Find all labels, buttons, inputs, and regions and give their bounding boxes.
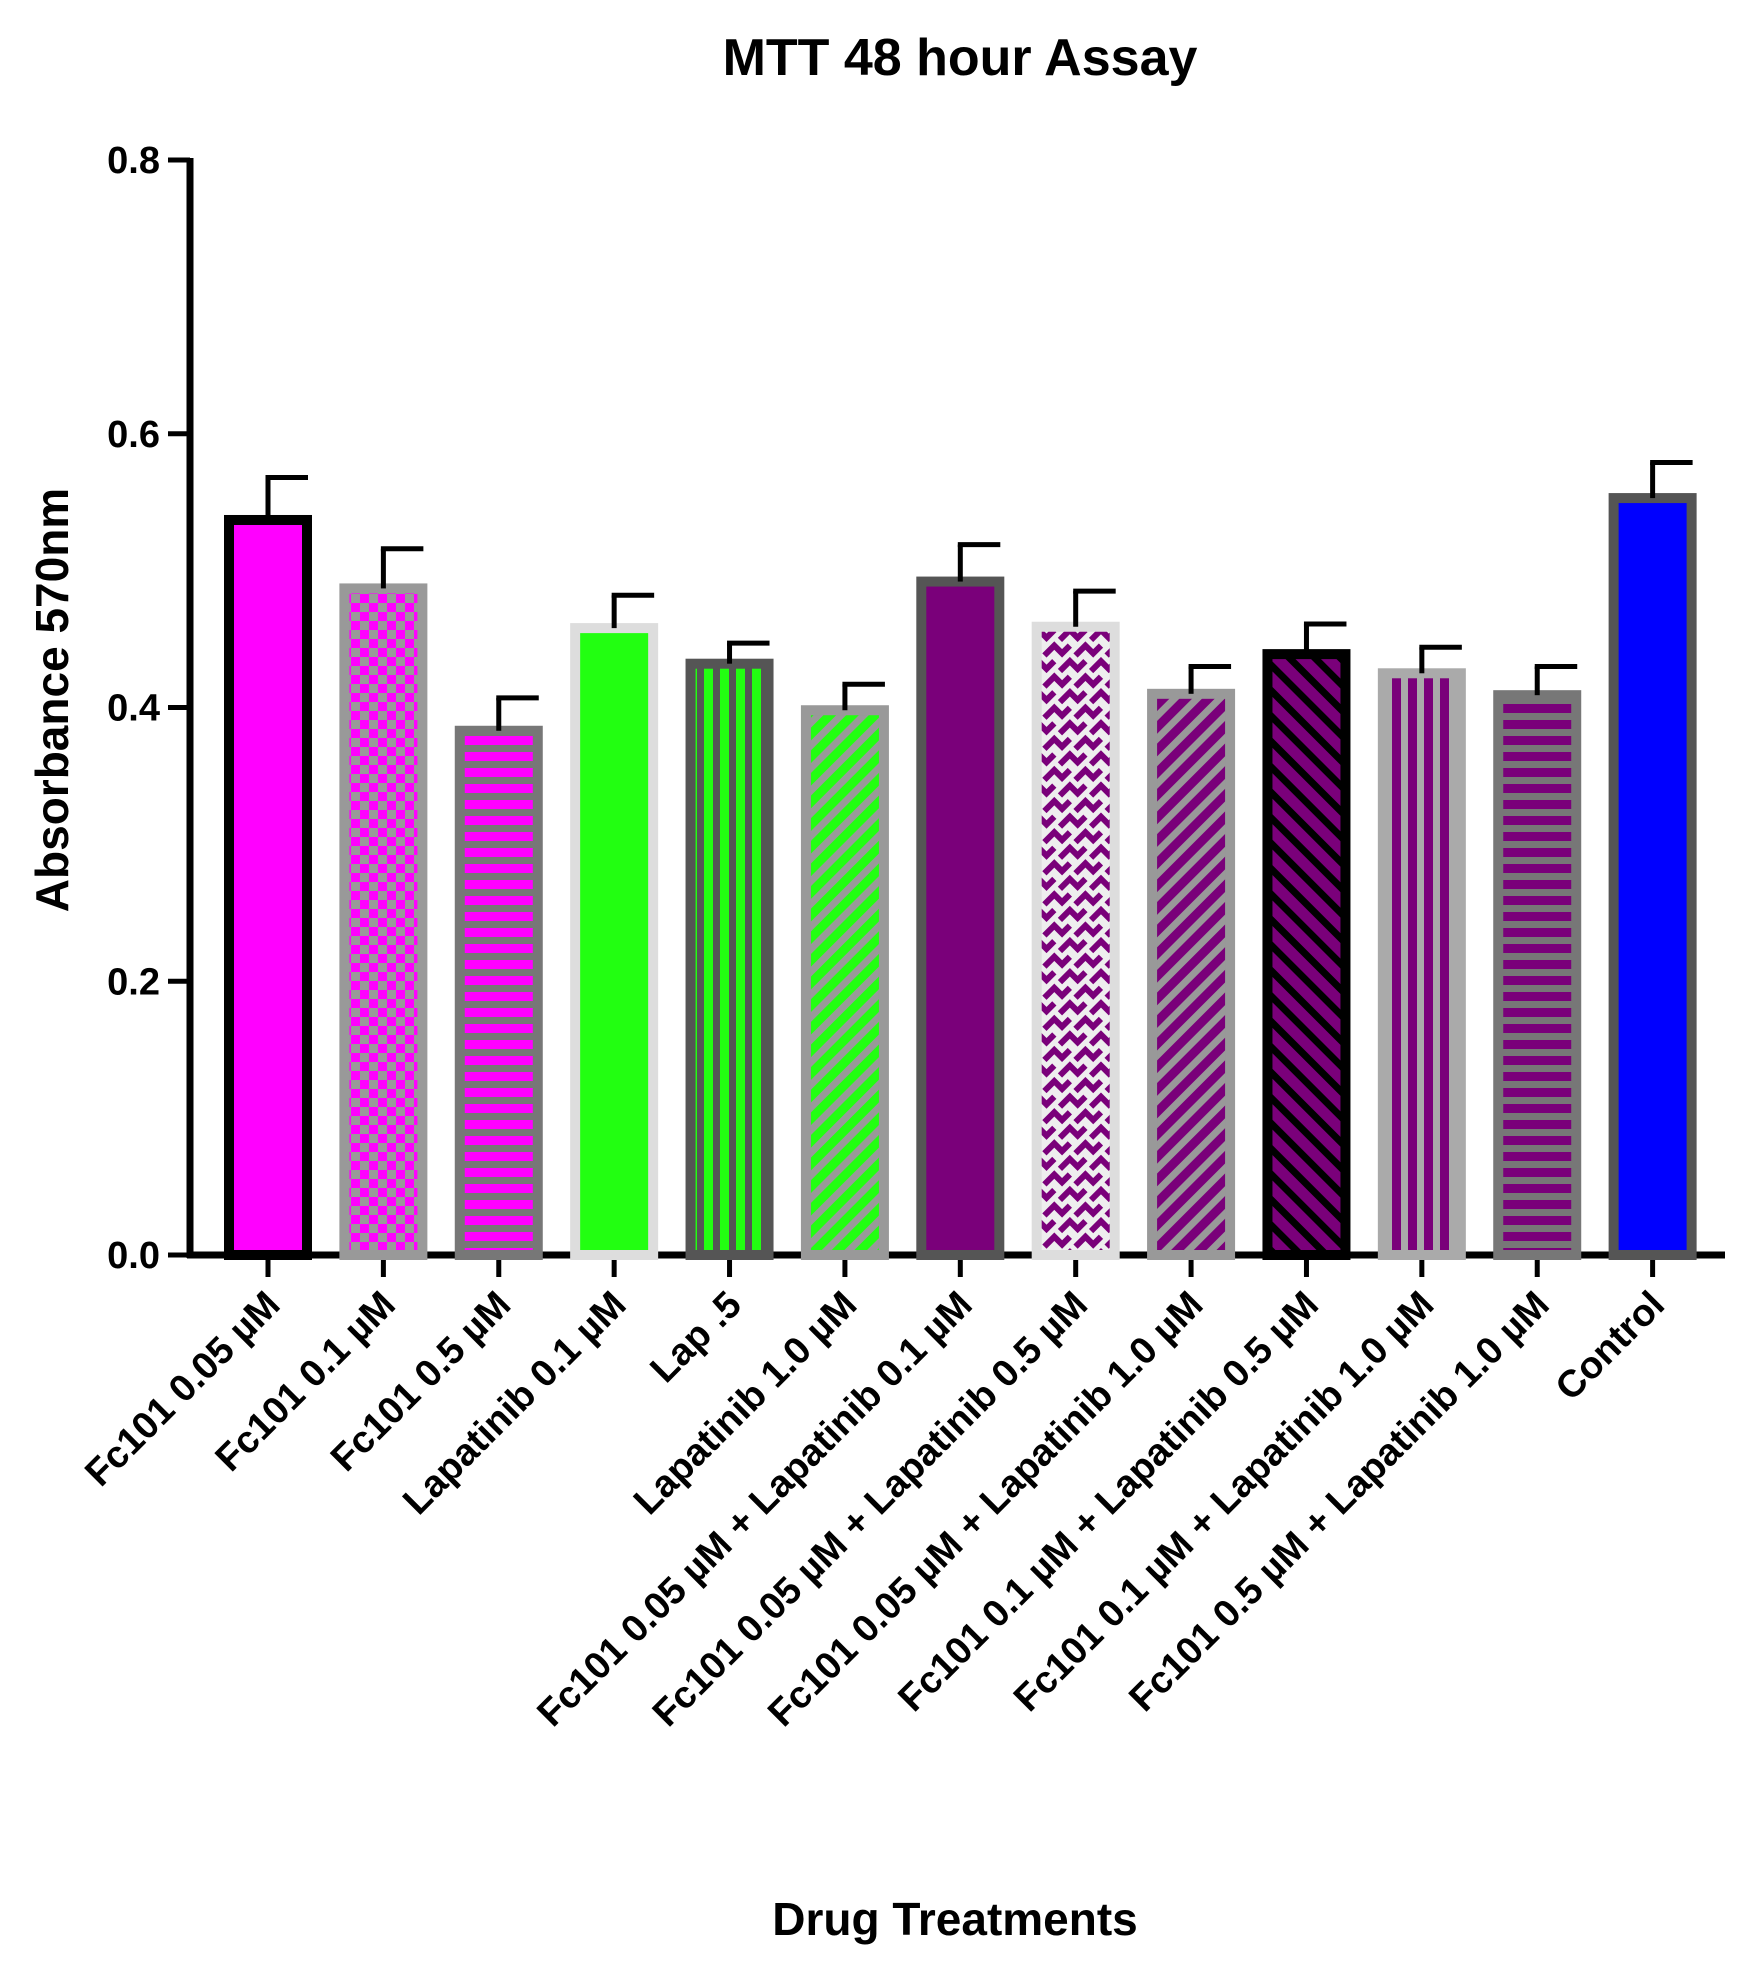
category-label: Fc101 0.1 µM + Lapatinib 0.5 µM [891,1284,1327,1720]
bar [570,623,659,1260]
y-tick-label: 0.4 [107,688,160,730]
bar [1147,688,1236,1260]
bar [1262,649,1351,1260]
category-label: Control [1548,1284,1673,1409]
bar [800,705,889,1260]
bar [224,514,312,1260]
y-axis-title: Absorbance 570nm [26,488,78,912]
y-tick-label: 0.6 [107,414,160,456]
bar [1608,493,1697,1260]
y-tick-label: 0.0 [107,1235,160,1277]
error-bars [265,459,1693,731]
category-label: Fc101 0.1 µM + Lapatinib 1.0 µM [1006,1284,1442,1720]
chart-title: MTT 48 hour Assay [723,29,1198,87]
bar [685,658,774,1260]
category-label: Lapatinib 0.1 µM [395,1284,634,1523]
category-label: Lap .5 [643,1284,750,1391]
bar [1031,621,1120,1260]
y-ticks: 0.0 0.2 0.4 0.6 0.8 [107,140,190,1277]
y-tick-label: 0.2 [107,961,160,1003]
y-tick-label: 0.8 [107,140,160,182]
bar [916,576,1005,1260]
bar [454,725,543,1260]
category-label: Fc101 0.05 µM [77,1284,288,1495]
bar [339,583,428,1260]
category-label: Lapatinib 1.0 µM [626,1284,865,1523]
x-axis-title: Drug Treatments [772,1893,1138,1945]
bars [224,493,1697,1260]
bar [1377,668,1466,1260]
bar [1493,690,1582,1260]
category-label: Fc101 0.5 µM + Lapatinib 1.0 µM [1121,1284,1557,1720]
